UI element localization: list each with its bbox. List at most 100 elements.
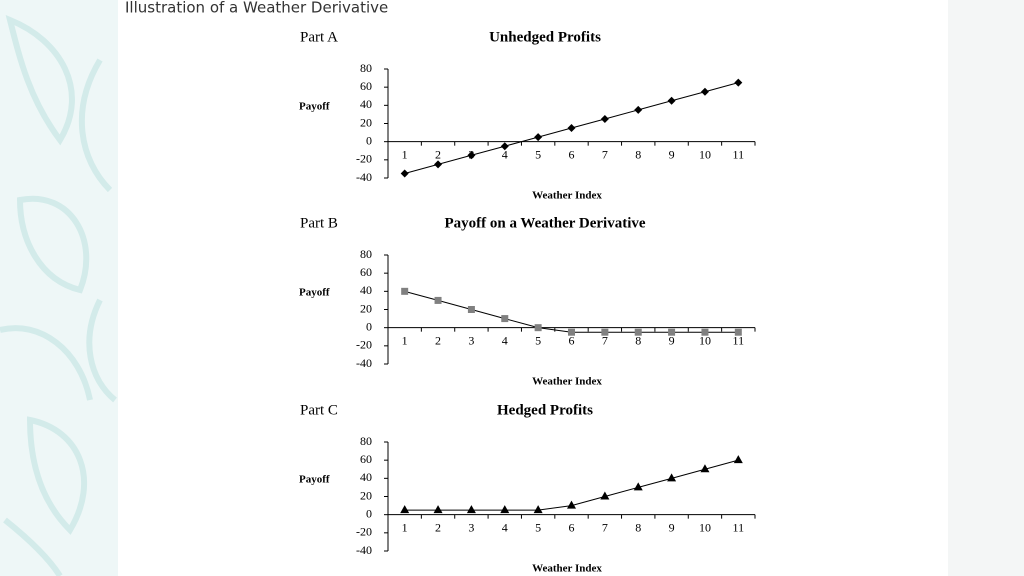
marker xyxy=(667,96,676,105)
x-tick-label: 1 xyxy=(402,333,408,347)
x-tick-label: 1 xyxy=(402,147,408,161)
x-tick-label: 7 xyxy=(602,333,608,347)
y-tick-label: -40 xyxy=(356,170,372,184)
y-tick-label: 60 xyxy=(360,265,372,279)
x-tick-label: 3 xyxy=(468,520,474,534)
x-tick-label: 1 xyxy=(402,520,408,534)
marker xyxy=(633,482,643,491)
right-margin xyxy=(948,0,1024,576)
x-tick-label: 11 xyxy=(733,147,745,161)
x-tick-label: 11 xyxy=(733,520,745,534)
x-tick-label: 10 xyxy=(699,147,711,161)
x-axis-label: Weather Index xyxy=(532,563,602,575)
marker xyxy=(467,306,475,313)
x-tick-label: 6 xyxy=(569,520,575,534)
marker xyxy=(700,87,709,96)
x-tick-label: 4 xyxy=(502,333,508,347)
x-tick-label: 6 xyxy=(569,333,575,347)
marker xyxy=(600,114,609,123)
y-tick-label: 80 xyxy=(360,434,372,448)
chart-title: Payoff on a Weather Derivative xyxy=(444,215,645,231)
x-axis-label: Weather Index xyxy=(532,376,602,388)
y-tick-label: 60 xyxy=(360,79,372,93)
marker xyxy=(634,105,643,114)
y-tick-label: 80 xyxy=(360,61,372,75)
marker xyxy=(433,505,443,514)
marker xyxy=(434,160,443,169)
x-tick-label: 4 xyxy=(502,520,508,534)
marker xyxy=(701,328,709,336)
x-tick-label: 8 xyxy=(635,520,641,534)
slide-title: Illustration of a Weather Derivative xyxy=(125,0,388,17)
x-tick-label: 9 xyxy=(669,520,675,534)
x-tick-label: 8 xyxy=(635,333,641,347)
x-tick-label: 10 xyxy=(699,520,711,534)
marker xyxy=(700,464,710,473)
x-tick-label: 10 xyxy=(699,333,711,347)
y-tick-label: -20 xyxy=(356,338,372,352)
x-tick-label: 2 xyxy=(435,333,441,347)
marker xyxy=(400,505,410,514)
marker xyxy=(534,133,543,142)
marker xyxy=(734,328,742,336)
marker xyxy=(500,142,509,151)
x-tick-label: 4 xyxy=(502,147,508,161)
x-tick-label: 3 xyxy=(468,333,474,347)
y-tick-label: -40 xyxy=(356,543,372,557)
x-tick-label: 2 xyxy=(435,520,441,534)
part-label: Part C xyxy=(300,402,338,418)
x-tick-label: 5 xyxy=(535,333,541,347)
y-tick-label: 0 xyxy=(366,319,372,333)
y-axis-label: Payoff xyxy=(299,101,330,113)
y-tick-label: 40 xyxy=(360,283,372,297)
marker xyxy=(533,505,543,514)
y-tick-label: 20 xyxy=(360,301,372,315)
marker xyxy=(534,324,542,332)
x-tick-label: 5 xyxy=(535,520,541,534)
x-tick-label: 2 xyxy=(435,147,441,161)
marker xyxy=(401,287,409,295)
marker xyxy=(601,328,609,336)
x-tick-label: 7 xyxy=(602,520,608,534)
marker xyxy=(434,296,442,304)
marker xyxy=(400,169,409,178)
marker xyxy=(634,328,642,336)
y-tick-label: -20 xyxy=(356,152,372,166)
part-label: Part B xyxy=(300,215,338,231)
chart-title: Unhedged Profits xyxy=(489,29,601,45)
marker xyxy=(567,500,576,509)
marker xyxy=(668,328,676,336)
y-axis-label: Payoff xyxy=(299,474,330,486)
x-tick-label: 11 xyxy=(733,333,745,347)
marker xyxy=(500,505,510,514)
x-tick-label: 5 xyxy=(535,147,541,161)
x-tick-label: 9 xyxy=(669,333,675,347)
marker xyxy=(568,328,575,336)
marker xyxy=(734,78,743,87)
y-tick-label: 40 xyxy=(360,470,372,484)
marker xyxy=(667,473,677,482)
chart-title: Hedged Profits xyxy=(497,402,593,418)
x-tick-label: 6 xyxy=(569,147,575,161)
marker xyxy=(600,491,610,500)
floral-decoration xyxy=(0,0,118,576)
y-tick-label: 20 xyxy=(360,115,372,129)
y-tick-label: 60 xyxy=(360,452,372,466)
x-axis-label: Weather Index xyxy=(532,190,602,202)
marker xyxy=(466,505,476,514)
marker xyxy=(501,315,509,323)
part-label: Part A xyxy=(300,29,338,45)
y-tick-label: 0 xyxy=(366,133,372,147)
y-tick-label: 20 xyxy=(360,488,372,502)
x-tick-label: 7 xyxy=(602,147,608,161)
y-tick-label: 80 xyxy=(360,247,372,261)
marker xyxy=(467,151,476,160)
y-axis-label: Payoff xyxy=(299,287,330,299)
y-tick-label: -20 xyxy=(356,525,372,539)
marker xyxy=(733,455,743,464)
x-tick-label: 9 xyxy=(669,147,675,161)
y-tick-label: -40 xyxy=(356,356,372,370)
marker xyxy=(567,124,576,133)
